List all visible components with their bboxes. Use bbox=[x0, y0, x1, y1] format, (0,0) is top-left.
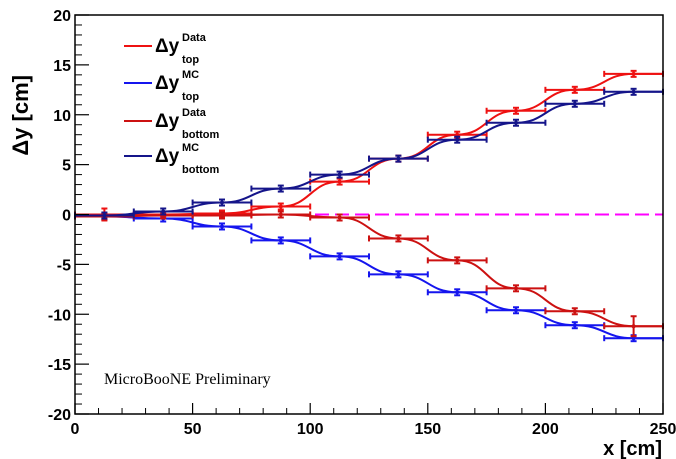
x-tick-label: 0 bbox=[71, 421, 80, 438]
y-tick-label: -20 bbox=[48, 407, 71, 424]
y-tick-label: 20 bbox=[53, 8, 71, 25]
legend-label-superscript: Data bbox=[182, 107, 207, 119]
series-3 bbox=[74, 87, 664, 220]
series-1 bbox=[74, 212, 664, 343]
x-tick-label: 250 bbox=[650, 421, 676, 438]
data-point bbox=[368, 234, 429, 243]
x-tick-label: 150 bbox=[414, 421, 441, 438]
data-point bbox=[426, 256, 488, 265]
data-point bbox=[309, 170, 370, 179]
data-point bbox=[368, 270, 429, 279]
data-point bbox=[485, 306, 547, 315]
legend-label: Δy bbox=[155, 111, 180, 132]
x-tick-label: 200 bbox=[532, 421, 559, 438]
y-tick-label: 0 bbox=[62, 208, 71, 225]
data-point bbox=[544, 99, 606, 108]
legend-label-superscript: MC bbox=[182, 142, 199, 154]
data-point bbox=[250, 184, 312, 193]
data-point bbox=[426, 135, 488, 144]
y-tick-label: -5 bbox=[57, 257, 71, 274]
microboone-preliminary-label: MicroBooNE Preliminary bbox=[104, 371, 271, 388]
data-point bbox=[309, 213, 370, 222]
legend-label-subscript: top bbox=[182, 91, 199, 103]
x-axis-label: x [cm] bbox=[603, 438, 662, 459]
y-tick-label: 15 bbox=[53, 58, 71, 75]
x-tick-label: 100 bbox=[297, 421, 324, 438]
legend-entry: Δy Data top bbox=[124, 32, 207, 66]
legend-label: Δy bbox=[155, 146, 180, 167]
legend-entry: Δy MC top bbox=[124, 69, 199, 103]
data-point bbox=[485, 284, 547, 293]
y-tick-label: 10 bbox=[53, 108, 71, 125]
data-point bbox=[603, 87, 664, 96]
y-axis-label: Δy [cm] bbox=[8, 75, 33, 156]
legend-entry: Δy MC bottom bbox=[124, 142, 219, 176]
legend-label-subscript: bottom bbox=[182, 129, 219, 141]
x-tick-label: 50 bbox=[184, 421, 202, 438]
y-tick-label: -15 bbox=[48, 357, 71, 374]
data-point bbox=[250, 236, 312, 245]
data-point bbox=[309, 252, 370, 261]
legend-label-superscript: MC bbox=[182, 69, 199, 81]
legend-entry: Δy Data bottom bbox=[124, 107, 219, 141]
data-point bbox=[368, 154, 429, 163]
data-point bbox=[250, 210, 312, 219]
data-point bbox=[485, 106, 547, 115]
y-tick-label: 5 bbox=[62, 158, 71, 175]
y-tick-label: -10 bbox=[48, 307, 71, 324]
data-point bbox=[426, 288, 488, 297]
data-point bbox=[544, 307, 606, 316]
data-point bbox=[250, 202, 312, 211]
series-layer bbox=[74, 69, 664, 343]
data-point bbox=[132, 207, 194, 216]
legend-label-subscript: top bbox=[182, 54, 199, 66]
legend-label-superscript: Data bbox=[182, 32, 207, 44]
legend-label: Δy bbox=[155, 36, 180, 57]
axes-layer: 0 50 100 150 200 250 -20 -15 -10 -5 0 5 10 15 20 bbox=[48, 8, 676, 438]
data-point bbox=[191, 222, 253, 231]
data-point bbox=[191, 198, 253, 207]
legend-label: Δy bbox=[155, 73, 180, 94]
legend-label-subscript: bottom bbox=[182, 164, 219, 176]
data-point bbox=[485, 118, 547, 127]
